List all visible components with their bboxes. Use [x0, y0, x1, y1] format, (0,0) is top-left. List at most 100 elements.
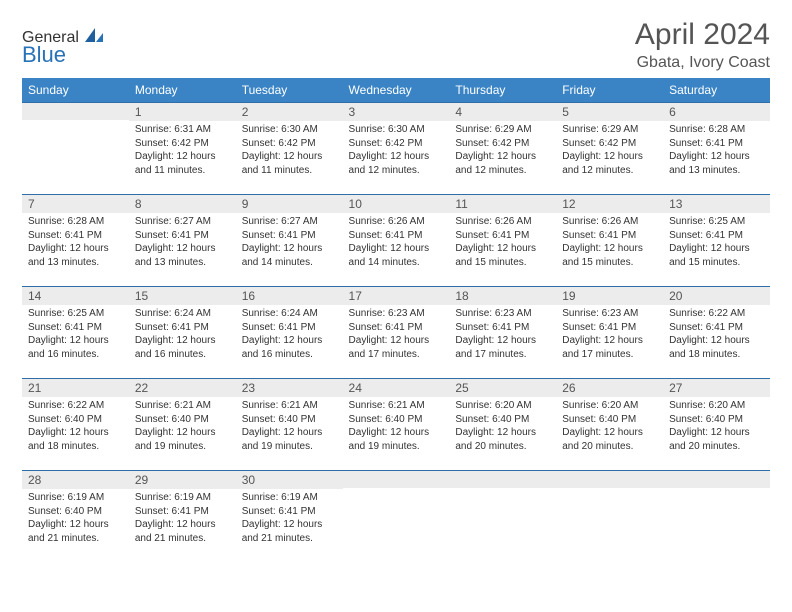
day-details: Sunrise: 6:30 AMSunset: 6:42 PMDaylight:…: [343, 121, 450, 181]
calendar-day-cell: 21Sunrise: 6:22 AMSunset: 6:40 PMDayligh…: [22, 378, 129, 470]
calendar-day-cell: 26Sunrise: 6:20 AMSunset: 6:40 PMDayligh…: [556, 378, 663, 470]
empty-day-band: [663, 470, 770, 488]
day-number: 20: [663, 286, 770, 305]
calendar-day-cell: 11Sunrise: 6:26 AMSunset: 6:41 PMDayligh…: [449, 194, 556, 286]
daylight-line: Daylight: 12 hours and 21 minutes.: [28, 518, 123, 545]
sunset-line: Sunset: 6:41 PM: [562, 321, 657, 335]
empty-day-band: [343, 470, 450, 488]
sunset-line: Sunset: 6:40 PM: [349, 413, 444, 427]
weekday-header: Saturday: [663, 78, 770, 102]
weekday-header: Wednesday: [343, 78, 450, 102]
day-details: Sunrise: 6:28 AMSunset: 6:41 PMDaylight:…: [22, 213, 129, 273]
day-details: Sunrise: 6:27 AMSunset: 6:41 PMDaylight:…: [236, 213, 343, 273]
daylight-line: Daylight: 12 hours and 17 minutes.: [562, 334, 657, 361]
sunset-line: Sunset: 6:42 PM: [562, 137, 657, 151]
day-details: Sunrise: 6:19 AMSunset: 6:41 PMDaylight:…: [129, 489, 236, 549]
weekday-header: Monday: [129, 78, 236, 102]
daylight-line: Daylight: 12 hours and 13 minutes.: [135, 242, 230, 269]
sunset-line: Sunset: 6:41 PM: [135, 229, 230, 243]
daylight-line: Daylight: 12 hours and 16 minutes.: [135, 334, 230, 361]
sunset-line: Sunset: 6:41 PM: [28, 321, 123, 335]
sunrise-line: Sunrise: 6:19 AM: [28, 491, 123, 505]
sunrise-line: Sunrise: 6:29 AM: [562, 123, 657, 137]
empty-day-band: [22, 102, 129, 120]
daylight-line: Daylight: 12 hours and 11 minutes.: [135, 150, 230, 177]
sunset-line: Sunset: 6:42 PM: [242, 137, 337, 151]
sunrise-line: Sunrise: 6:27 AM: [242, 215, 337, 229]
daylight-line: Daylight: 12 hours and 15 minutes.: [455, 242, 550, 269]
sunset-line: Sunset: 6:41 PM: [28, 229, 123, 243]
weekday-header: Thursday: [449, 78, 556, 102]
calendar-day-cell: 9Sunrise: 6:27 AMSunset: 6:41 PMDaylight…: [236, 194, 343, 286]
sunrise-line: Sunrise: 6:25 AM: [669, 215, 764, 229]
sunrise-line: Sunrise: 6:22 AM: [28, 399, 123, 413]
sunrise-line: Sunrise: 6:19 AM: [242, 491, 337, 505]
calendar-day-cell: 25Sunrise: 6:20 AMSunset: 6:40 PMDayligh…: [449, 378, 556, 470]
sunset-line: Sunset: 6:41 PM: [562, 229, 657, 243]
calendar-day-cell: 6Sunrise: 6:28 AMSunset: 6:41 PMDaylight…: [663, 102, 770, 194]
day-details: Sunrise: 6:24 AMSunset: 6:41 PMDaylight:…: [236, 305, 343, 365]
header: General April 2024 Gbata, Ivory Coast: [22, 18, 770, 72]
day-number: 30: [236, 470, 343, 489]
daylight-line: Daylight: 12 hours and 18 minutes.: [669, 334, 764, 361]
sunrise-line: Sunrise: 6:27 AM: [135, 215, 230, 229]
daylight-line: Daylight: 12 hours and 16 minutes.: [242, 334, 337, 361]
sunrise-line: Sunrise: 6:23 AM: [562, 307, 657, 321]
day-details: Sunrise: 6:28 AMSunset: 6:41 PMDaylight:…: [663, 121, 770, 181]
sunrise-line: Sunrise: 6:20 AM: [455, 399, 550, 413]
sunrise-line: Sunrise: 6:24 AM: [135, 307, 230, 321]
day-details: Sunrise: 6:23 AMSunset: 6:41 PMDaylight:…: [556, 305, 663, 365]
sunset-line: Sunset: 6:41 PM: [242, 505, 337, 519]
day-details: Sunrise: 6:20 AMSunset: 6:40 PMDaylight:…: [556, 397, 663, 457]
sunrise-line: Sunrise: 6:20 AM: [562, 399, 657, 413]
calendar-day-cell: 27Sunrise: 6:20 AMSunset: 6:40 PMDayligh…: [663, 378, 770, 470]
weekday-header-row: SundayMondayTuesdayWednesdayThursdayFrid…: [22, 78, 770, 102]
calendar-day-cell: 15Sunrise: 6:24 AMSunset: 6:41 PMDayligh…: [129, 286, 236, 378]
daylight-line: Daylight: 12 hours and 20 minutes.: [562, 426, 657, 453]
sunset-line: Sunset: 6:40 PM: [669, 413, 764, 427]
sunrise-line: Sunrise: 6:23 AM: [455, 307, 550, 321]
calendar-day-cell: 18Sunrise: 6:23 AMSunset: 6:41 PMDayligh…: [449, 286, 556, 378]
calendar-day-cell: 22Sunrise: 6:21 AMSunset: 6:40 PMDayligh…: [129, 378, 236, 470]
day-details: Sunrise: 6:26 AMSunset: 6:41 PMDaylight:…: [449, 213, 556, 273]
logo-text-blue: Blue: [22, 42, 66, 67]
month-title: April 2024: [635, 18, 770, 52]
calendar-row: 1Sunrise: 6:31 AMSunset: 6:42 PMDaylight…: [22, 102, 770, 194]
calendar-day-cell: 16Sunrise: 6:24 AMSunset: 6:41 PMDayligh…: [236, 286, 343, 378]
sunset-line: Sunset: 6:41 PM: [135, 321, 230, 335]
day-details: Sunrise: 6:31 AMSunset: 6:42 PMDaylight:…: [129, 121, 236, 181]
day-number: 28: [22, 470, 129, 489]
day-details: Sunrise: 6:21 AMSunset: 6:40 PMDaylight:…: [343, 397, 450, 457]
weekday-header: Sunday: [22, 78, 129, 102]
day-details: Sunrise: 6:26 AMSunset: 6:41 PMDaylight:…: [343, 213, 450, 273]
sunset-line: Sunset: 6:41 PM: [135, 505, 230, 519]
day-number: 5: [556, 102, 663, 121]
daylight-line: Daylight: 12 hours and 20 minutes.: [669, 426, 764, 453]
day-details: Sunrise: 6:25 AMSunset: 6:41 PMDaylight:…: [22, 305, 129, 365]
day-details: Sunrise: 6:26 AMSunset: 6:41 PMDaylight:…: [556, 213, 663, 273]
day-details: Sunrise: 6:20 AMSunset: 6:40 PMDaylight:…: [663, 397, 770, 457]
sunrise-line: Sunrise: 6:21 AM: [135, 399, 230, 413]
day-details: Sunrise: 6:21 AMSunset: 6:40 PMDaylight:…: [129, 397, 236, 457]
daylight-line: Daylight: 12 hours and 14 minutes.: [242, 242, 337, 269]
day-number: 3: [343, 102, 450, 121]
weekday-header: Tuesday: [236, 78, 343, 102]
sunset-line: Sunset: 6:41 PM: [455, 229, 550, 243]
sunrise-line: Sunrise: 6:21 AM: [242, 399, 337, 413]
daylight-line: Daylight: 12 hours and 13 minutes.: [28, 242, 123, 269]
sunrise-line: Sunrise: 6:28 AM: [669, 123, 764, 137]
calendar-day-cell: 3Sunrise: 6:30 AMSunset: 6:42 PMDaylight…: [343, 102, 450, 194]
calendar-day-cell: 28Sunrise: 6:19 AMSunset: 6:40 PMDayligh…: [22, 470, 129, 562]
day-number: 26: [556, 378, 663, 397]
sunset-line: Sunset: 6:41 PM: [669, 321, 764, 335]
day-number: 13: [663, 194, 770, 213]
calendar-empty-cell: [449, 470, 556, 562]
sunrise-line: Sunrise: 6:29 AM: [455, 123, 550, 137]
day-number: 29: [129, 470, 236, 489]
sunrise-line: Sunrise: 6:26 AM: [349, 215, 444, 229]
sunset-line: Sunset: 6:41 PM: [242, 229, 337, 243]
calendar-day-cell: 13Sunrise: 6:25 AMSunset: 6:41 PMDayligh…: [663, 194, 770, 286]
sunset-line: Sunset: 6:40 PM: [562, 413, 657, 427]
empty-day-band: [556, 470, 663, 488]
day-number: 19: [556, 286, 663, 305]
